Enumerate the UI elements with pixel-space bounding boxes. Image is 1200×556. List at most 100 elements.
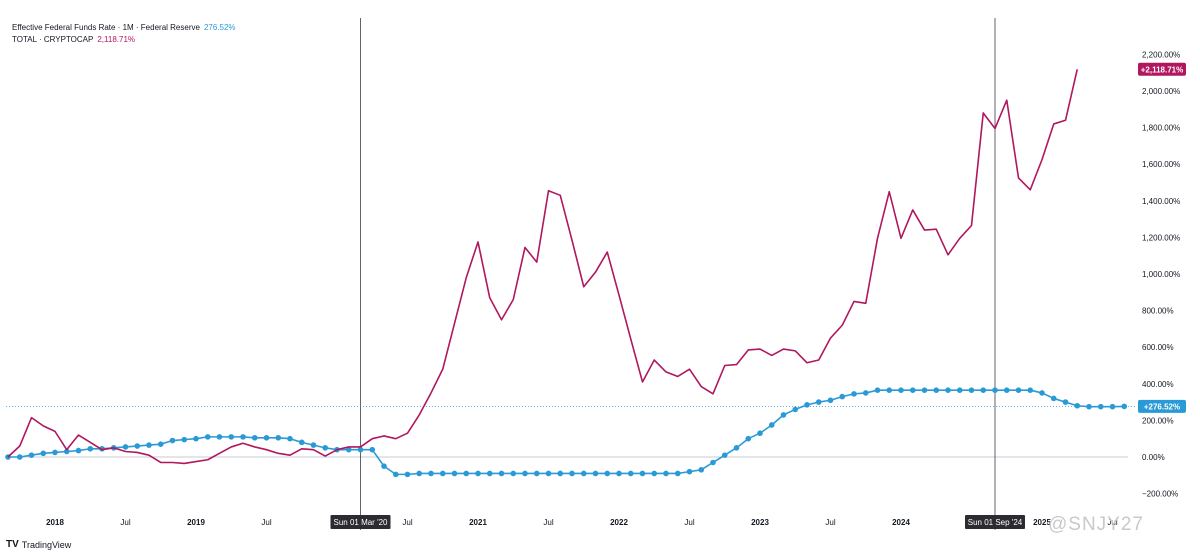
data-point [392, 471, 399, 478]
series-0 [7, 69, 1079, 465]
data-point [263, 434, 270, 441]
data-point [792, 406, 799, 413]
data-point [980, 387, 987, 394]
data-point [933, 387, 940, 394]
y-tick-label: 1,400.00% [1142, 197, 1180, 206]
data-point [1062, 399, 1069, 405]
data-point [745, 435, 752, 442]
data-point [498, 470, 505, 477]
y-tick-label: 1,200.00% [1142, 233, 1180, 242]
data-point [310, 442, 317, 448]
x-tick-label: 2025 [1033, 518, 1051, 527]
data-point [1027, 387, 1034, 394]
data-point [146, 442, 152, 448]
data-point [545, 470, 552, 477]
data-point [592, 470, 599, 477]
x-tick-label: 2022 [610, 518, 628, 527]
y-tick-label: 1,600.00% [1142, 160, 1180, 169]
y-tick-label: 2,000.00% [1142, 87, 1180, 96]
legend-row[interactable]: Effective Federal Funds Rate · 1M · Fede… [12, 22, 236, 34]
data-point [1015, 387, 1022, 394]
series-layer [5, 69, 1136, 478]
y-tick-label: 2,200.00% [1142, 50, 1180, 59]
data-point [369, 446, 376, 453]
data-point [874, 387, 881, 394]
data-point [404, 471, 411, 478]
y-tick-label: 200.00% [1142, 416, 1174, 425]
x-tick-label: 2024 [892, 518, 910, 527]
data-point [827, 397, 834, 404]
tradingview-logo-icon: TV [6, 539, 19, 550]
data-point [921, 387, 928, 394]
x-tick-label: Jul [543, 518, 553, 527]
data-point [486, 470, 493, 477]
legend-row[interactable]: TOTAL · CRYPTOCAP 2,118.71% [12, 34, 236, 46]
x-tick-label: Jul [825, 518, 835, 527]
data-point [1003, 387, 1010, 394]
data-point [1050, 395, 1057, 402]
data-point [463, 470, 470, 477]
data-point [169, 437, 176, 444]
data-point [275, 434, 282, 441]
data-point [651, 470, 658, 477]
crosshair-date-badge: Sun 01 Mar '20 [330, 515, 391, 529]
data-point [416, 470, 423, 477]
x-tick-label: Jul [1107, 518, 1117, 527]
data-point [381, 463, 387, 469]
badge-label: +276.52% [1144, 402, 1180, 411]
data-point [580, 470, 587, 477]
data-point [815, 399, 822, 405]
x-tick-label: Jul [402, 518, 412, 527]
data-point [216, 434, 223, 440]
data-point [251, 434, 258, 441]
badge-bg [1138, 399, 1186, 413]
chart-legend: Effective Federal Funds Rate · 1M · Fede… [12, 22, 236, 46]
data-point [122, 444, 129, 450]
footer-branding: TV TradingView [6, 539, 71, 550]
data-point [710, 459, 716, 466]
badge-bg [1138, 62, 1186, 76]
crosshair-date-label: Sun 01 Sep '24 [968, 518, 1023, 527]
x-tick-label: 2019 [187, 518, 205, 527]
x-tick-label: 2021 [469, 518, 487, 527]
x-tick-label: 2018 [46, 518, 64, 527]
data-point [886, 387, 893, 394]
last-value-badge: +276.52% [1138, 399, 1186, 413]
x-tick-label: 2023 [751, 518, 769, 527]
data-point [510, 470, 517, 477]
data-point [909, 387, 916, 394]
data-point [345, 446, 352, 453]
legend-value: 2,118.71% [97, 35, 136, 44]
series-line [8, 389, 1125, 476]
data-point [322, 445, 329, 451]
data-point [204, 434, 211, 440]
data-point [1121, 403, 1128, 410]
y-tick-label: 1,800.00% [1142, 124, 1180, 133]
data-point [439, 470, 446, 477]
data-point [557, 470, 564, 477]
data-point [992, 387, 998, 394]
data-point [627, 470, 634, 477]
legend-value: 276.52% [203, 23, 236, 32]
data-point [839, 393, 846, 400]
x-axis: 2018 Jul 2019 Jul Jul 2021 Jul 2022 Jul 2023 Jul 20… [46, 515, 1118, 529]
series-1 [5, 387, 1136, 478]
data-point [733, 445, 740, 451]
data-point [768, 422, 775, 428]
data-point [63, 448, 70, 455]
data-point [956, 387, 963, 394]
data-point [1097, 403, 1104, 410]
data-point [40, 450, 47, 457]
data-point [298, 439, 305, 446]
data-point [569, 470, 575, 477]
x-tick-label: Jul [261, 518, 271, 527]
series-line [7, 69, 1079, 465]
crosshair-date-badge: Sun 01 Sep '24 [965, 515, 1025, 529]
y-tick-label: 1,000.00% [1142, 270, 1180, 279]
data-point [898, 387, 904, 394]
data-point [1109, 403, 1116, 410]
data-point [475, 470, 481, 477]
x-tick-label: Jul [684, 518, 694, 527]
legend-label: TOTAL · CRYPTOCAP [12, 35, 94, 44]
